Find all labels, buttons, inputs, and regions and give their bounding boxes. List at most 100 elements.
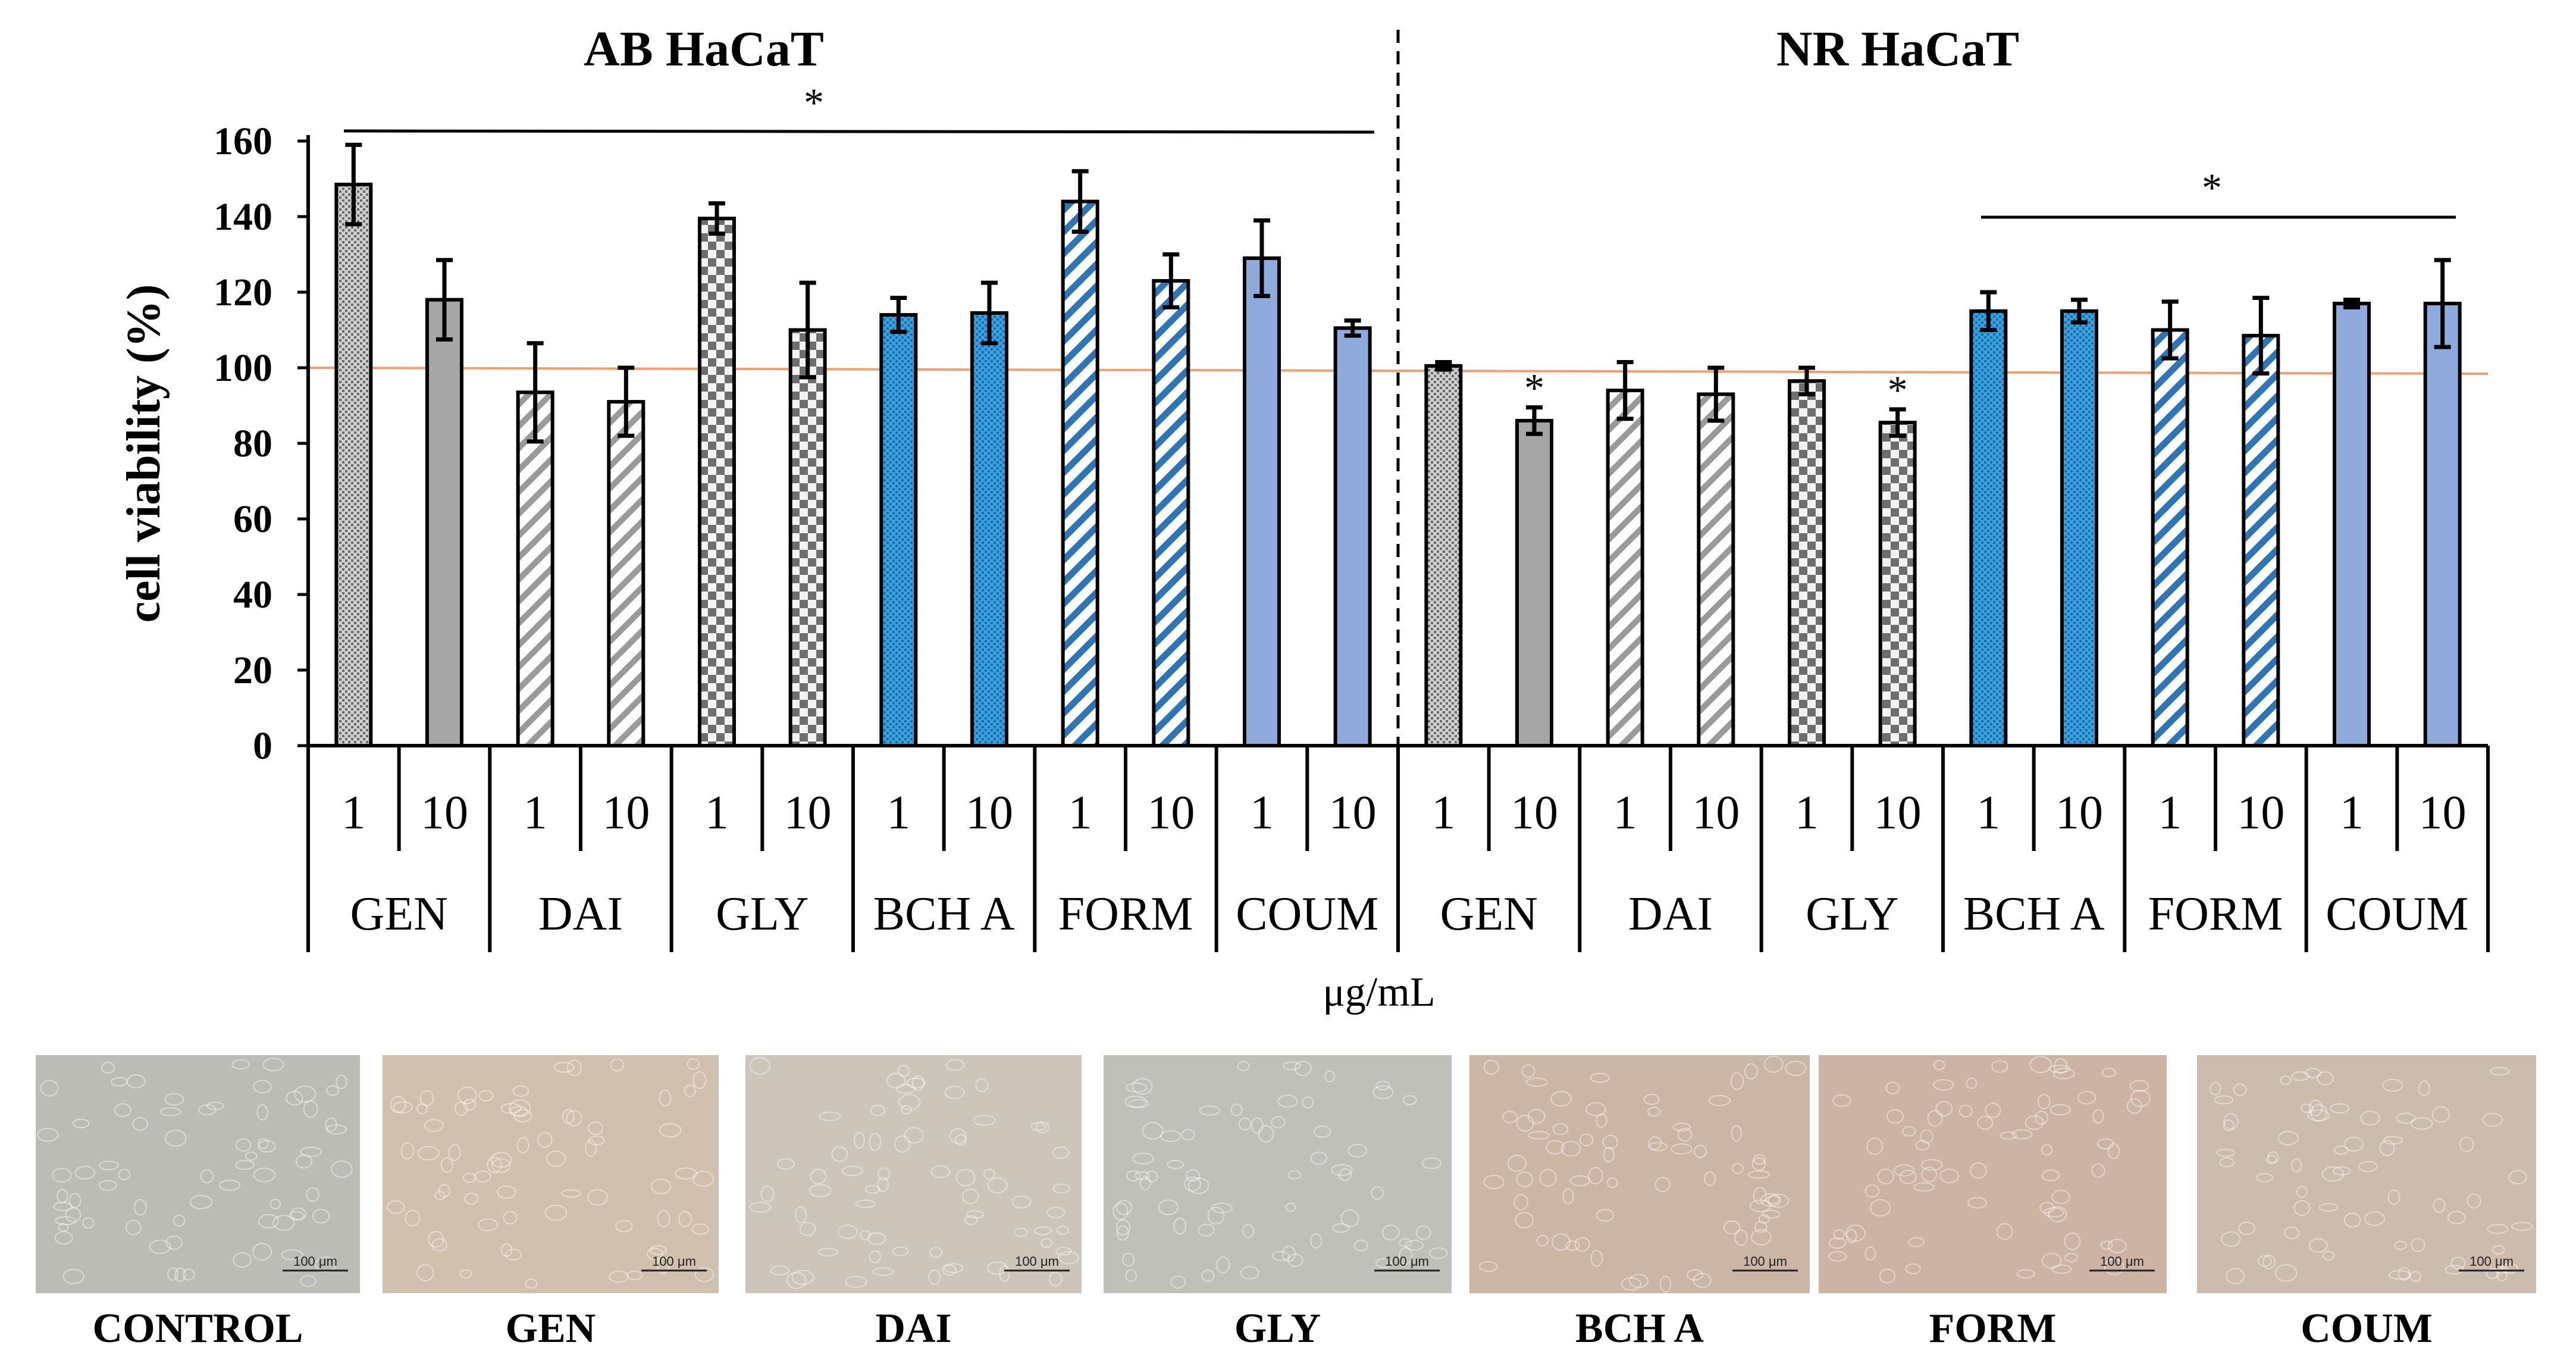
cell-outline bbox=[2037, 1094, 2051, 1109]
cell-outline bbox=[588, 1135, 605, 1146]
cell-outline bbox=[218, 1179, 241, 1191]
cell-outline bbox=[2052, 1068, 2075, 1080]
cell-outline bbox=[326, 1124, 347, 1135]
cell-outline bbox=[1331, 1164, 1353, 1177]
cell-outline bbox=[1763, 1056, 1784, 1073]
cell-outline bbox=[1302, 1096, 1314, 1109]
cell-outline bbox=[1132, 1152, 1154, 1165]
cell-outline bbox=[2305, 1068, 2321, 1078]
cell-outline bbox=[1723, 1220, 1741, 1235]
cell-outline bbox=[1515, 1212, 1534, 1229]
cell-outline bbox=[1052, 1146, 1070, 1159]
cell-outline bbox=[1525, 1077, 1548, 1087]
bar bbox=[1606, 389, 1644, 747]
cell-outline bbox=[293, 1085, 316, 1103]
significance-star: * bbox=[1524, 365, 1544, 411]
cell-outline bbox=[955, 1169, 976, 1187]
micrograph: 100 μm GLY bbox=[1104, 1055, 1452, 1351]
cell-outline bbox=[659, 1123, 682, 1138]
cell-outline bbox=[791, 1269, 814, 1285]
reference-layer bbox=[308, 367, 2489, 375]
cell-outline bbox=[1751, 1157, 1766, 1171]
cell-outline bbox=[1828, 1251, 1847, 1262]
cell-outline bbox=[206, 1102, 224, 1110]
cell-outline bbox=[2257, 1255, 2273, 1267]
cell-outline bbox=[114, 1103, 131, 1117]
scale-bar-text: 100 μm bbox=[652, 1254, 696, 1269]
concentration-label: 10 bbox=[2055, 787, 2103, 839]
cell-outline bbox=[300, 1147, 322, 1157]
cell-outline bbox=[165, 1130, 187, 1147]
cell-outline bbox=[1372, 1085, 1394, 1099]
cell-outline bbox=[2104, 1259, 2124, 1275]
bar bbox=[1788, 379, 1826, 747]
cell-outline bbox=[1905, 1263, 1921, 1275]
cell-outline bbox=[860, 1230, 871, 1240]
cell-outline bbox=[2274, 1264, 2298, 1282]
cell-outline bbox=[516, 1137, 529, 1153]
bar bbox=[607, 400, 645, 747]
cell-outline bbox=[478, 1090, 494, 1102]
cell-outline bbox=[1513, 1194, 1529, 1210]
cell-outline bbox=[819, 1111, 841, 1121]
panel-title-nr: NR HaCaT bbox=[1776, 21, 2019, 77]
cell-outline bbox=[2418, 1080, 2430, 1096]
cell-outline bbox=[845, 1275, 867, 1288]
cell-outline bbox=[1122, 1252, 1135, 1267]
bar bbox=[1515, 418, 1553, 747]
cell-outline bbox=[944, 1085, 965, 1099]
cell-outline bbox=[2330, 1103, 2350, 1114]
cell-outline bbox=[1580, 1133, 1594, 1146]
cell-outline bbox=[1966, 1077, 1978, 1089]
bar bbox=[334, 183, 373, 747]
cell-outline bbox=[983, 1169, 995, 1180]
micrograph-row: 100 μm CONTROL 100 μm GEN 100 μm DAI 100 μm GLY… bbox=[36, 1055, 2536, 1351]
cell-outline bbox=[1590, 1072, 1610, 1083]
cell-outline bbox=[1310, 1233, 1323, 1249]
cell-outline bbox=[2041, 1144, 2052, 1156]
cell-outline bbox=[53, 1202, 73, 1212]
cell-outline bbox=[692, 1171, 714, 1187]
cell-outline bbox=[770, 1265, 790, 1276]
cell-outline bbox=[487, 1156, 503, 1174]
cell-outline bbox=[262, 1057, 284, 1072]
cell-outline bbox=[2388, 1270, 2411, 1280]
cell-outline bbox=[2494, 1265, 2508, 1274]
cell-outline bbox=[929, 1247, 943, 1258]
cell-outline bbox=[2486, 1268, 2500, 1279]
scale-bar-text: 100 μm bbox=[293, 1254, 337, 1269]
group-label: DAI bbox=[538, 888, 623, 940]
micrograph-image bbox=[1104, 1055, 1452, 1293]
cell-outline bbox=[2511, 1222, 2533, 1231]
cell-outline bbox=[1240, 1266, 1259, 1280]
cell-outline bbox=[1405, 1240, 1424, 1251]
cell-outline bbox=[1186, 1169, 1201, 1182]
bar bbox=[1243, 256, 1281, 748]
cell-outline bbox=[295, 1154, 313, 1169]
cell-outline bbox=[2214, 1095, 2234, 1105]
cell-outline bbox=[615, 1220, 633, 1232]
cell-outline bbox=[544, 1204, 568, 1221]
cell-outline bbox=[1560, 1141, 1581, 1157]
cell-outline bbox=[1672, 1122, 1691, 1132]
cell-outline bbox=[1129, 1099, 1149, 1108]
cell-outline bbox=[325, 1118, 337, 1132]
cell-outline bbox=[2394, 1241, 2407, 1250]
cell-outline bbox=[2000, 1131, 2017, 1140]
cell-outline bbox=[198, 1104, 217, 1116]
y-tick-label: 60 bbox=[233, 498, 272, 541]
cell-outline bbox=[2492, 1245, 2505, 1255]
group-label: DAI bbox=[1628, 888, 1713, 940]
cell-outline bbox=[2096, 1138, 2114, 1150]
concentration-label: 1 bbox=[341, 787, 365, 839]
cell-outline bbox=[1996, 1223, 2013, 1240]
cell-outline bbox=[962, 1188, 979, 1204]
cell-outline bbox=[57, 1188, 68, 1203]
micrograph-image bbox=[36, 1055, 360, 1293]
cell-outline bbox=[62, 1269, 84, 1284]
bar bbox=[970, 311, 1008, 747]
cell-outline bbox=[417, 1146, 440, 1160]
scale-bar-text: 100 μm bbox=[2470, 1254, 2514, 1269]
cell-outline bbox=[1870, 1199, 1891, 1217]
